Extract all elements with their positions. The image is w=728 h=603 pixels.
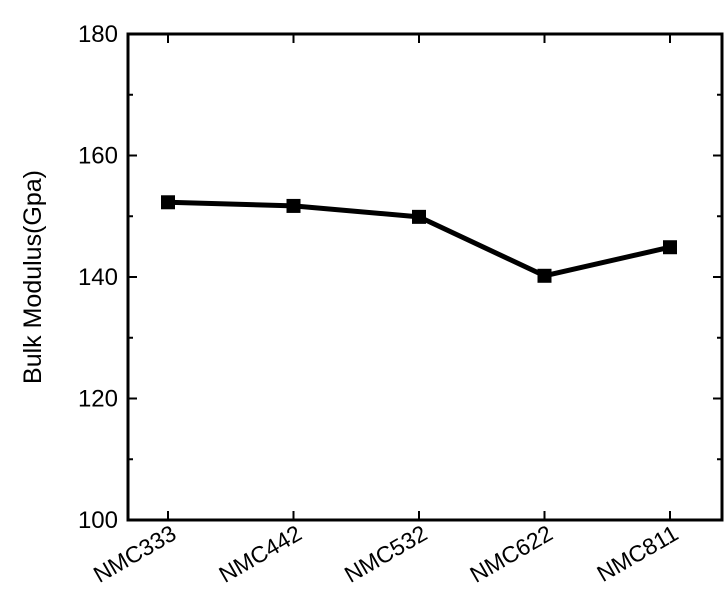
data-point-marker — [412, 209, 426, 224]
y-tick-label: 100 — [78, 507, 118, 534]
data-point-marker — [537, 268, 552, 283]
y-tick-label: 140 — [78, 264, 118, 291]
y-axis-ticks — [128, 33, 722, 521]
y-axis-tick-labels: 100 120 140 160 180 — [78, 21, 118, 534]
x-axis-ticks — [167, 34, 671, 520]
x-axis-tick-labels: NMC333 NMC442 NMC532 NMC622 NMC811 — [89, 520, 683, 588]
x-tick-label: NMC811 — [592, 520, 682, 587]
data-point-marker — [663, 240, 677, 255]
data-point-marker — [161, 195, 175, 210]
y-tick-label: 160 — [78, 143, 118, 170]
x-tick-label: NMC532 — [340, 520, 432, 588]
y-tick-label: 120 — [78, 386, 118, 413]
x-tick-label: NMC442 — [214, 520, 306, 588]
plot-frame — [126, 32, 724, 522]
series-group — [161, 195, 677, 283]
data-point-marker — [286, 198, 301, 213]
x-tick-label: NMC622 — [465, 520, 557, 588]
y-tick-label: 180 — [78, 21, 118, 48]
y-axis-title: Bulk Modulus(Gpa) — [19, 170, 47, 384]
